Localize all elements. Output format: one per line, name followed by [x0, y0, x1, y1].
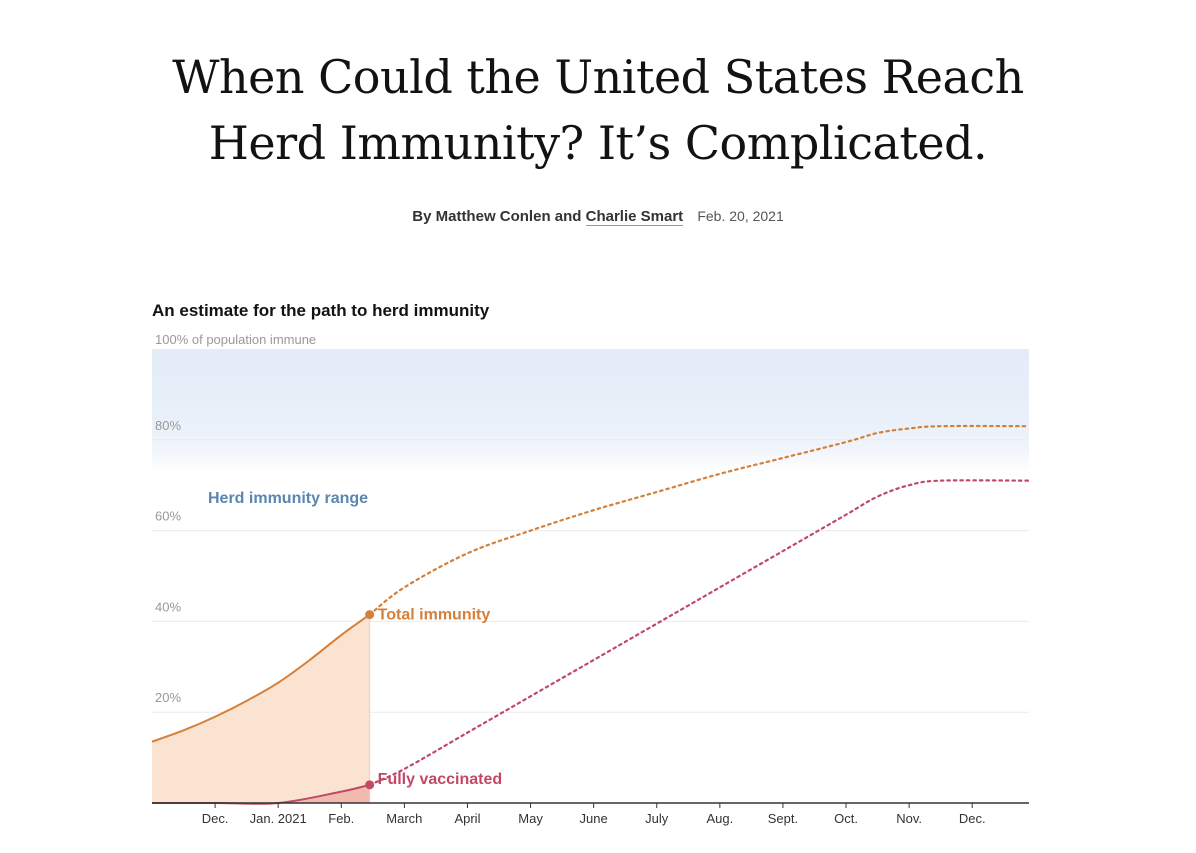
- x-tick-label: June: [580, 811, 608, 826]
- y-axis-ticks: 80% 60% 40% 20%: [155, 418, 181, 705]
- y-tick-label: 20%: [155, 690, 181, 705]
- herd-immunity-band: [152, 349, 1029, 474]
- herd-immunity-label: Herd immunity range: [208, 490, 368, 507]
- x-tick-label: May: [518, 811, 543, 826]
- gridlines: [152, 439, 1029, 713]
- fully-vaccinated-area: [152, 784, 370, 804]
- x-tick-label: July: [645, 811, 669, 826]
- byline-prefix: By: [412, 208, 432, 225]
- x-tick-label: March: [386, 811, 422, 826]
- x-tick-label: April: [454, 811, 480, 826]
- x-tick-label: Sept.: [768, 811, 798, 826]
- x-tick-label: Oct.: [834, 811, 858, 826]
- headline-line-1: When Could the United States Reach: [172, 50, 1024, 104]
- total-immunity-line: [151, 613, 371, 743]
- headline-line-2: Herd Immunity? It’s Complicated.: [208, 116, 988, 170]
- byline: By Matthew Conlen and Charlie Smart Feb.…: [0, 208, 1196, 226]
- x-tick-label: Aug.: [706, 811, 733, 826]
- x-tick-label: Dec.: [959, 811, 986, 826]
- total-immunity-label: Total immunity: [378, 607, 491, 624]
- x-tick-label: Dec.: [202, 811, 229, 826]
- y-axis-label: 100% of population immune: [155, 332, 316, 347]
- x-axis-ticks: Dec. Jan. 2021 Feb. March April May June July Au…: [202, 803, 986, 826]
- fully-vaccinated-label: Fully vaccinated: [378, 771, 503, 788]
- x-tick-label: Nov.: [896, 811, 922, 826]
- x-tick-label: Feb.: [328, 811, 354, 826]
- author-1: Matthew Conlen: [435, 208, 551, 225]
- total-immunity-point: [365, 610, 375, 620]
- y-tick-label: 60%: [155, 509, 181, 524]
- total-immunity-area: [152, 614, 370, 803]
- headline: When Could the United States Reach Herd …: [0, 44, 1196, 176]
- chart-title: An estimate for the path to herd immunit…: [152, 301, 490, 320]
- author-2-link[interactable]: Charlie Smart: [585, 208, 684, 226]
- y-tick-label: 40%: [155, 599, 181, 614]
- publish-date: Feb. 20, 2021: [697, 208, 784, 224]
- fully-vaccinated-point: [365, 780, 375, 790]
- y-tick-label: 80%: [155, 418, 181, 433]
- total-immunity-projection: [368, 424, 1031, 616]
- byline-and: and: [554, 208, 582, 225]
- fully-vaccinated-projection: [368, 479, 1031, 786]
- x-tick-label: Jan. 2021: [250, 811, 307, 826]
